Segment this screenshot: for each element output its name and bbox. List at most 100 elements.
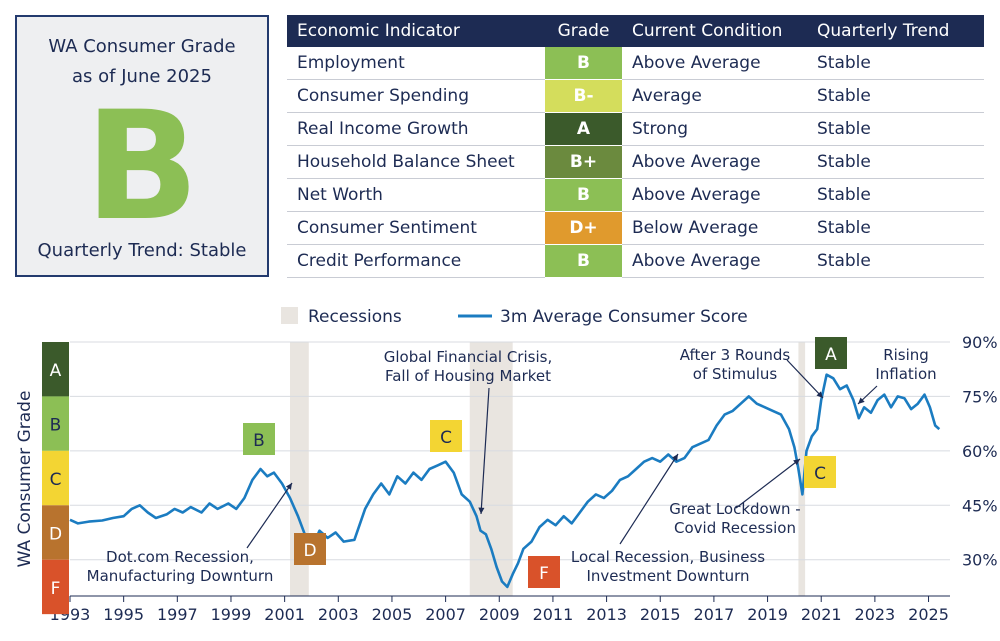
condition-cell: Above Average (622, 244, 807, 278)
y-tick-label: 90% (962, 333, 998, 352)
y-tick-label: 45% (962, 496, 998, 515)
annotation-line1: Local Recession, Business (571, 548, 765, 566)
grade-cell: D+ (545, 211, 622, 245)
summary-grade: B (84, 80, 200, 254)
y-tick-label: 60% (962, 442, 998, 461)
indicator-table: Economic Indicator Grade Current Conditi… (287, 15, 984, 278)
indicator-cell: Household Balance Sheet (287, 145, 545, 179)
x-tick-label: 2015 (640, 605, 681, 624)
x-tick-label: 2003 (318, 605, 359, 624)
legend-consumer-score: 3m Average Consumer Score (500, 307, 748, 327)
annotation-line1: After 3 Rounds (680, 346, 791, 364)
grade-band-label: A (50, 361, 62, 381)
grade-cell: B (545, 47, 622, 80)
x-tick-label: 2011 (533, 605, 574, 624)
grade-band-b (42, 396, 69, 451)
x-tick-label: 2019 (747, 605, 788, 624)
y-axis-label: WA Consumer Grade (15, 391, 35, 568)
x-tick-label: 2007 (425, 605, 466, 624)
annotation-arrow (246, 482, 293, 549)
trend-cell: Stable (807, 244, 984, 278)
annotation-line2: Inflation (875, 365, 936, 383)
grade-band-label: C (50, 470, 62, 490)
x-tick-label: 2009 (479, 605, 520, 624)
x-tick-label: 1997 (157, 605, 198, 624)
annotation-line1: Dot.com Recession, (106, 548, 254, 566)
grade-band-d (42, 505, 69, 560)
indicator-cell: Real Income Growth (287, 112, 545, 146)
condition-cell: Average (622, 79, 807, 113)
annotation-line2: Fall of Housing Market (385, 367, 551, 385)
recession-band (798, 342, 806, 596)
table-row: Consumer Spending B- Average Stable (287, 79, 984, 113)
grade-band-label: F (51, 579, 61, 599)
table-row: Net Worth B Above Average Stable (287, 178, 984, 212)
grade-cell: A (545, 112, 622, 146)
consumer-score-line (69, 373, 941, 589)
grade-cell: B- (545, 79, 622, 113)
condition-cell: Above Average (622, 145, 807, 179)
header-grade: Grade (545, 15, 622, 47)
grade-marker-c (804, 456, 836, 488)
table-row: Employment B Above Average Stable (287, 47, 984, 80)
annotation-arrow (480, 387, 490, 515)
grade-marker-a (815, 337, 847, 369)
grade-marker-d (294, 533, 326, 565)
summary-title-line1: WA Consumer Grade (48, 36, 236, 57)
trend-cell: Stable (807, 178, 984, 212)
x-tick-label: 1999 (211, 605, 252, 624)
grade-marker-f (528, 556, 560, 588)
grade-cell: B+ (545, 145, 622, 179)
grade-marker-label: A (825, 345, 837, 365)
annotation-arrow (619, 453, 679, 545)
indicator-cell: Credit Performance (287, 244, 545, 278)
grade-marker-label: B (253, 431, 265, 451)
x-tick-label: 2001 (264, 605, 305, 624)
condition-cell: Above Average (622, 178, 807, 212)
table-row: Real Income Growth A Strong Stable (287, 112, 984, 146)
grade-marker-label: C (814, 464, 826, 484)
annotation-line1: Global Financial Crisis, (384, 348, 552, 366)
annotation-arrow (786, 359, 824, 399)
consumer-grade-summary: WA Consumer Grade as of June 2025 B Quar… (15, 15, 269, 277)
x-tick-label: 2017 (694, 605, 735, 624)
grade-marker-label: F (539, 564, 549, 584)
grade-band-c (42, 450, 69, 506)
legend-recessions: Recessions (308, 307, 402, 327)
x-tick-label: 2021 (801, 605, 842, 624)
annotation-arrowhead (858, 397, 865, 404)
x-tick-label: 2025 (908, 605, 949, 624)
summary-trend: Quarterly Trend: Stable (37, 240, 247, 261)
annotation-arrowhead (816, 391, 823, 398)
annotation-arrow (735, 458, 801, 509)
header-condition: Current Condition (622, 15, 807, 47)
annotation-line2: of Stimulus (693, 365, 778, 383)
grade-marker-c (430, 420, 462, 452)
grade-band-f (42, 559, 69, 615)
annotation-arrowhead (672, 454, 678, 461)
table-header-row: Economic Indicator Grade Current Conditi… (287, 15, 984, 47)
condition-cell: Above Average (622, 47, 807, 80)
indicator-cell: Employment (287, 47, 545, 80)
legend-recession-swatch (281, 307, 298, 324)
x-tick-label: 2013 (586, 605, 627, 624)
grade-band-a (42, 342, 69, 397)
annotation-line1: Rising (883, 346, 929, 364)
trend-cell: Stable (807, 112, 984, 146)
indicator-cell: Consumer Spending (287, 79, 545, 113)
annotation-arrowhead (793, 459, 800, 466)
grade-band-label: D (49, 525, 62, 545)
grade-cell: B (545, 178, 622, 212)
grade-marker-label: D (303, 541, 316, 561)
annotation-line2: Investment Downturn (586, 567, 749, 585)
annotation-arrowhead (478, 507, 485, 514)
header-trend: Quarterly Trend (807, 15, 984, 47)
header-indicator: Economic Indicator (287, 15, 545, 47)
trend-cell: Stable (807, 79, 984, 113)
x-tick-label: 2005 (372, 605, 413, 624)
indicator-cell: Consumer Sentiment (287, 211, 545, 245)
grade-marker-b (243, 423, 275, 455)
x-tick-label: 1995 (103, 605, 144, 624)
table-row: Consumer Sentiment D+ Below Average Stable (287, 211, 984, 245)
